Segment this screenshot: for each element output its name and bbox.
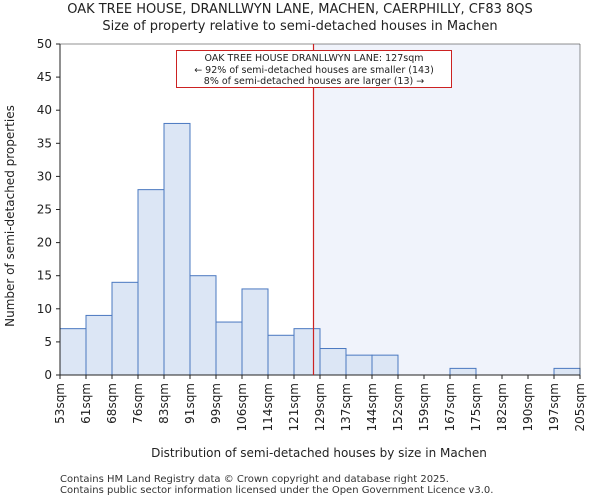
x-tick-label: 121sqm <box>287 383 301 431</box>
histogram-bar <box>449 367 477 376</box>
x-tick-label: 68sqm <box>105 383 119 424</box>
y-tick-label: 15 <box>37 269 52 283</box>
y-tick-label: 20 <box>37 236 52 250</box>
x-tick-label: 205sqm <box>573 383 587 431</box>
x-tick-label: 182sqm <box>495 383 509 431</box>
y-tick-label: 50 <box>37 37 52 51</box>
chart-title: OAK TREE HOUSE, DRANLLWYN LANE, MACHEN, … <box>67 2 533 17</box>
histogram-bar <box>293 328 321 376</box>
x-tick-label: 106sqm <box>235 383 249 431</box>
annotation-line-3: 8% of semi-detached houses are larger (1… <box>203 76 425 87</box>
histogram-bar <box>59 328 87 376</box>
annotation-line-2: ← 92% of semi-detached houses are smalle… <box>194 64 434 76</box>
chart-subtitle: Size of property relative to semi-detach… <box>102 19 498 34</box>
y-tick-label: 40 <box>37 103 52 117</box>
footer-licence: Contains public sector information licen… <box>60 485 494 496</box>
x-tick-label: 83sqm <box>157 383 171 424</box>
histogram-bar <box>345 354 373 376</box>
property-annotation-box: OAK TREE HOUSE DRANLLWYN LANE: 127sqm ← … <box>176 50 452 88</box>
x-tick-label: 76sqm <box>131 383 145 424</box>
histogram-bar <box>553 367 581 376</box>
annotation-line-1: OAK TREE HOUSE DRANLLWYN LANE: 127sqm <box>204 53 424 64</box>
x-tick-label: 159sqm <box>417 383 431 431</box>
x-tick-label: 61sqm <box>79 383 93 424</box>
y-tick-label: 45 <box>37 70 52 84</box>
histogram-bar <box>215 321 243 376</box>
histogram-bar <box>111 281 139 376</box>
x-tick-label: 144sqm <box>365 383 379 431</box>
histogram-bar <box>85 314 113 376</box>
y-tick-label: 0 <box>44 368 52 382</box>
larger-region-highlight <box>313 44 580 375</box>
histogram-bar <box>137 189 165 376</box>
y-tick-label: 5 <box>44 335 52 349</box>
y-tick-label: 35 <box>37 136 52 150</box>
histogram-bar <box>319 348 347 376</box>
x-tick-label: 91sqm <box>183 383 197 424</box>
y-tick-label: 10 <box>37 302 52 316</box>
y-axis-label: Number of semi-detached properties <box>3 105 17 327</box>
histogram-bar <box>371 354 399 376</box>
x-tick-label: 197sqm <box>547 383 561 431</box>
y-tick-label: 25 <box>37 203 52 217</box>
histogram-bar <box>189 275 217 376</box>
x-tick-label: 53sqm <box>53 383 67 424</box>
histogram-bar <box>267 334 295 376</box>
x-tick-label: 129sqm <box>313 383 327 431</box>
x-tick-label: 175sqm <box>469 383 483 431</box>
histogram-bar <box>163 122 191 376</box>
footer-copyright: Contains HM Land Registry data © Crown c… <box>60 474 449 485</box>
x-tick-label: 137sqm <box>339 383 353 431</box>
x-tick-label: 167sqm <box>443 383 457 431</box>
x-tick-label: 99sqm <box>209 383 223 424</box>
x-tick-label: 114sqm <box>261 383 275 431</box>
x-tick-label: 190sqm <box>521 383 535 431</box>
x-axis-label: Distribution of semi-detached houses by … <box>151 446 487 460</box>
y-tick-label: 30 <box>37 169 52 183</box>
histogram-bar <box>241 288 269 376</box>
x-tick-label: 152sqm <box>391 383 405 431</box>
